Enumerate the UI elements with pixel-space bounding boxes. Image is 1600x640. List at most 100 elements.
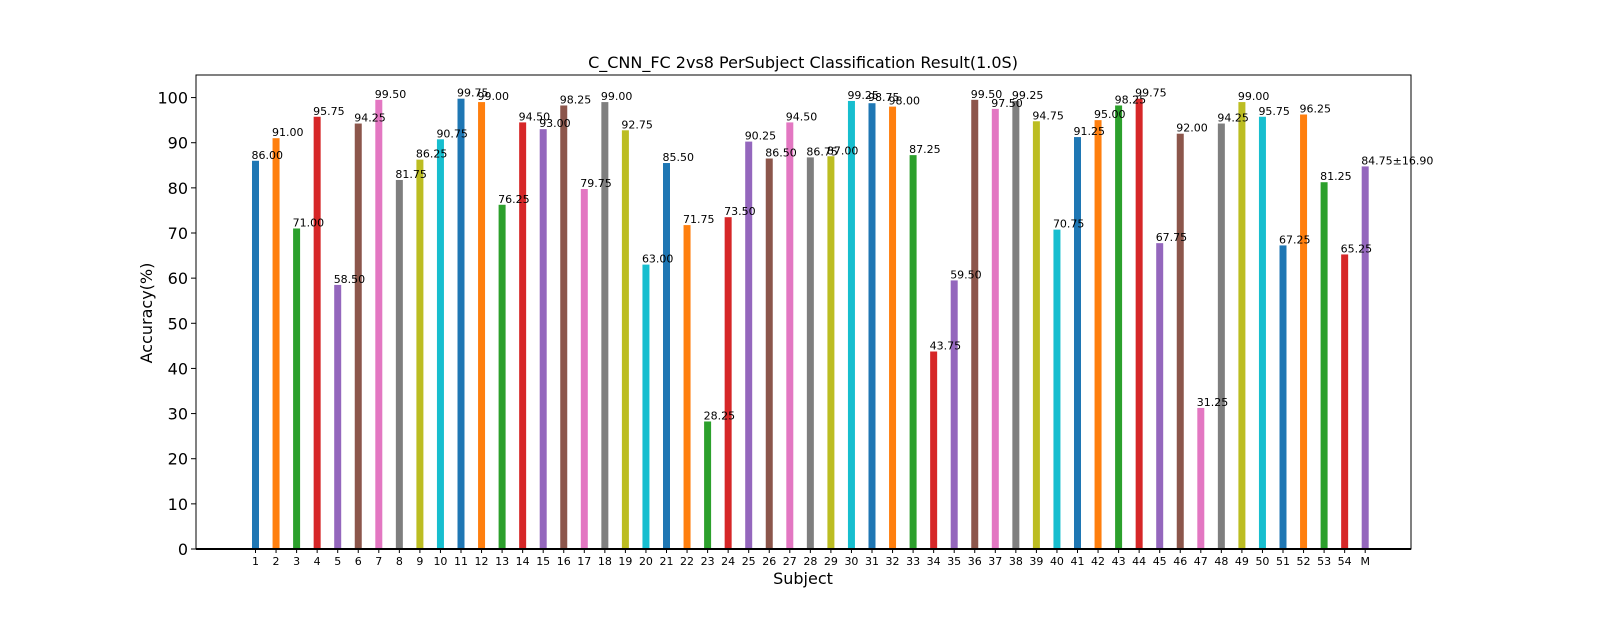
x-tick-label-2: 2	[273, 555, 280, 568]
x-tick-label-36: 36	[968, 555, 982, 568]
data-label-53: 81.25	[1320, 170, 1352, 183]
data-label-13: 76.25	[498, 193, 529, 206]
x-tick-label-35: 35	[947, 555, 961, 568]
x-tick-label-29: 29	[824, 555, 838, 568]
bar-18	[601, 102, 609, 549]
bar-28	[806, 157, 814, 549]
data-label-54: 65.25	[1341, 242, 1373, 255]
bar-41	[1074, 137, 1081, 550]
bar-48	[1217, 123, 1225, 550]
data-label-25: 90.25	[745, 130, 777, 143]
data-label-39: 94.75	[1032, 109, 1064, 122]
data-label-28: 86.75	[806, 145, 838, 158]
bar-35	[950, 280, 958, 549]
data-label-2: 91.00	[272, 126, 304, 139]
x-tick-label-23: 23	[701, 555, 715, 568]
x-tick-label-27: 27	[783, 555, 797, 568]
y-tick-label-40: 40	[168, 359, 188, 378]
data-label-42: 95.00	[1094, 108, 1126, 121]
data-label-23: 28.25	[704, 409, 736, 422]
bar-49	[1238, 102, 1246, 549]
bar-26	[765, 158, 773, 549]
x-tick-label-6: 6	[355, 555, 362, 568]
bar-3	[293, 228, 301, 549]
bar-40	[1053, 229, 1061, 549]
x-tick-label-25: 25	[742, 555, 756, 568]
x-tick-label-24: 24	[721, 555, 735, 568]
y-tick-label-100: 100	[157, 89, 188, 108]
bar-47	[1197, 407, 1205, 549]
bar-19	[621, 130, 629, 550]
bar-22	[683, 225, 691, 549]
y-tick-label-70: 70	[168, 224, 188, 243]
x-tick-label-50: 50	[1255, 555, 1269, 568]
data-label-15: 93.00	[539, 117, 571, 130]
y-tick-label-90: 90	[168, 134, 188, 153]
bar-30	[847, 100, 855, 549]
x-tick-label-18: 18	[598, 555, 612, 568]
data-label-40: 70.75	[1053, 218, 1085, 231]
x-tick-label-28: 28	[803, 555, 817, 568]
x-tick-label-53: 53	[1317, 555, 1331, 568]
x-tick-label-M: M	[1360, 555, 1370, 568]
bar-36	[971, 99, 979, 549]
x-tick-label-40: 40	[1050, 555, 1064, 568]
y-tick-label-10: 10	[168, 495, 188, 514]
y-tick-label-60: 60	[168, 269, 188, 288]
bar-32	[889, 106, 897, 549]
bar-25	[745, 141, 753, 550]
data-label-17: 79.75	[580, 177, 612, 190]
bar-6	[354, 123, 362, 550]
x-tick-label-20: 20	[639, 555, 653, 568]
bar-9	[416, 159, 424, 549]
x-tick-label-1: 1	[252, 555, 259, 568]
x-tick-label-14: 14	[516, 555, 530, 568]
data-label-16: 98.25	[560, 93, 592, 106]
x-tick-label-7: 7	[375, 555, 382, 568]
bar-12	[478, 102, 486, 549]
data-label-3: 71.00	[293, 216, 325, 229]
x-tick-label-21: 21	[660, 555, 674, 568]
y-tick-label-20: 20	[168, 450, 188, 469]
chart-title: C_CNN_FC 2vs8 PerSubject Classification …	[588, 53, 1018, 73]
data-label-27: 94.50	[786, 110, 818, 123]
x-tick-label-54: 54	[1338, 555, 1352, 568]
data-label-14: 94.50	[519, 110, 551, 123]
x-tick-label-3: 3	[293, 555, 300, 568]
x-tick-label-13: 13	[495, 555, 509, 568]
x-tick-label-8: 8	[396, 555, 403, 568]
x-axis-label: Subject	[773, 569, 833, 588]
bar-21	[663, 163, 670, 549]
bar-45	[1156, 243, 1164, 549]
data-label-46: 92.00	[1176, 122, 1208, 135]
data-label-44: 99.75	[1135, 87, 1167, 100]
bar-46	[1176, 133, 1184, 549]
data-label-21: 85.50	[663, 151, 695, 164]
bar-16	[560, 105, 568, 549]
data-labels-group: 86.00 91.00 71.00 95.75 58.50 94.25 99.50 81.75…	[252, 87, 1434, 423]
data-label-51: 67.25	[1279, 233, 1311, 246]
data-label-6: 94.25	[354, 112, 386, 125]
data-label-22: 71.75	[683, 213, 715, 226]
x-tick-label-31: 31	[865, 555, 879, 568]
data-label-49: 99.00	[1238, 90, 1270, 103]
x-tick-label-11: 11	[454, 555, 468, 568]
data-label-30: 99.25	[847, 89, 879, 102]
data-label-7: 99.50	[375, 88, 407, 101]
x-tick-label-22: 22	[680, 555, 694, 568]
bar-11	[457, 98, 465, 549]
data-label-9: 86.25	[416, 148, 448, 161]
x-tick-label-10: 10	[433, 555, 447, 568]
data-label-43: 98.25	[1115, 93, 1147, 106]
data-label-8: 81.75	[395, 168, 427, 181]
x-tick-label-4: 4	[314, 555, 321, 568]
x-tick-label-44: 44	[1132, 555, 1146, 568]
x-tick-label-41: 41	[1071, 555, 1085, 568]
x-tick-label-12: 12	[475, 555, 489, 568]
data-label-50: 95.75	[1258, 105, 1290, 118]
bar-27	[786, 122, 794, 550]
x-tick-label-52: 52	[1297, 555, 1311, 568]
x-ticks-group: 1 2 3 4 5 6 7 8 9 10 11 12 13 14 15 16 17 18 19 20 21 22 23 24 2…	[252, 549, 1370, 568]
